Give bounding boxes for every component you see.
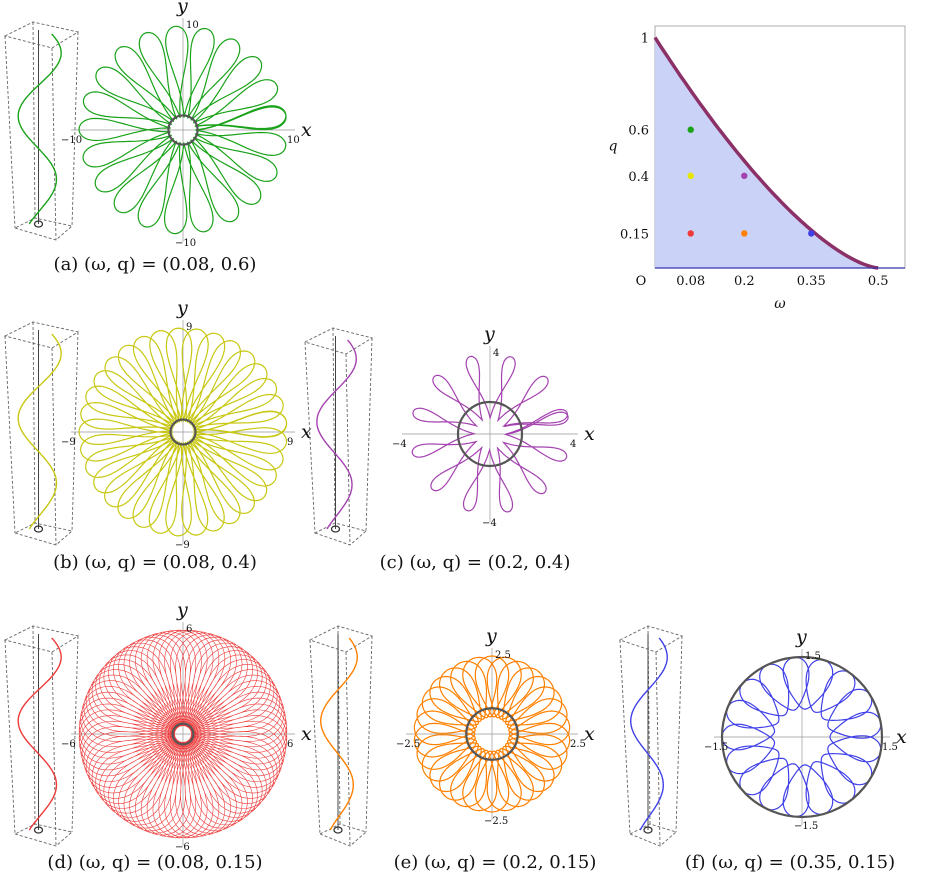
tick-x-positive: 10 — [287, 135, 300, 146]
panel-b: 9−9−9 9 xy(b) (ω, q) = (0.08, 0.4) — [3, 297, 312, 573]
trajectory-3d-curve — [319, 637, 358, 831]
tick-x-positive: 9 — [287, 437, 293, 448]
trajectory-3d-box — [3, 625, 80, 847]
y-tick-label: 0.6 — [628, 124, 649, 139]
y-axis-title: q — [609, 138, 618, 154]
orbit-curve — [78, 327, 288, 537]
parameter-point — [687, 230, 694, 237]
parameter-point — [741, 172, 748, 180]
orbit-curve — [78, 25, 287, 235]
panel-a: 10−10−10 10 xy(a) (ω, q) = (0.08, 0.6) — [3, 0, 312, 275]
x-tick-label: 0.08 — [676, 274, 705, 289]
orbit-plot: 4−4−4 4 xy — [392, 323, 595, 529]
panel-c: 4−4−4 4 xy(c) (ω, q) = (0.2, 0.4) — [303, 323, 595, 573]
panel-caption: (f) (ω, q) = (0.35, 0.15) — [685, 852, 895, 873]
parameter-point — [741, 230, 748, 237]
tick-x-positive: 2.5 — [570, 739, 586, 750]
panel-d: 6−6−6 6 xy(d) (ω, q) = (0.08, 0.15) — [3, 599, 312, 873]
trajectory-3d-box — [303, 327, 374, 546]
orbit-plot: 2.5−2.5−2.5 2.5xy — [396, 625, 595, 827]
trajectory-3d-box — [308, 625, 374, 847]
tick-y-negative: −2.5 — [484, 816, 508, 827]
tick-x-positive: 1.5 — [882, 742, 898, 753]
tick-x-positive: 6 — [287, 739, 293, 750]
orbit-plot: 6−6−6 6 xy — [61, 599, 312, 853]
tick-y-positive: 4 — [493, 348, 499, 359]
trajectory-3d-box — [618, 625, 684, 847]
orbit-curve — [413, 655, 571, 813]
orbit-plot: 10−10−10 10 xy — [61, 0, 312, 249]
parameter-point — [808, 230, 815, 237]
x-axis-label: x — [301, 119, 312, 141]
trajectory-3d-curve — [17, 637, 62, 831]
tick-y-positive: 6 — [186, 624, 192, 635]
tick-y-positive: 1.5 — [805, 651, 821, 662]
y-axis-label: y — [795, 626, 807, 648]
tick-x-negative: −9 — [61, 437, 76, 448]
horizon-ring — [456, 400, 524, 468]
trajectory-3d-curve — [17, 33, 62, 225]
tick-y-negative: −10 — [175, 238, 196, 249]
x-tick-label: 0.2 — [734, 274, 755, 289]
phase-diagram: O 0.08 0.2 0.35 0.5 0.15 0.4 0.6 1 ω q — [609, 25, 906, 312]
x-tick-label: 0.35 — [797, 274, 826, 289]
y-axis-label: y — [176, 599, 188, 621]
orbit-curve — [411, 355, 569, 513]
tick-x-positive: 4 — [570, 439, 576, 450]
y-axis-label: y — [485, 625, 497, 647]
orbit-plot: 9−9−9 9 xy — [61, 297, 312, 551]
panels-layer: 10−10−10 10 xy(a) (ω, q) = (0.08, 0.6)9−9−… — [3, 0, 907, 873]
tick-y-negative: −9 — [175, 540, 190, 551]
tick-x-negative: −1.5 — [704, 742, 728, 753]
trajectory-3d-curve — [316, 339, 358, 530]
tick-y-positive: 9 — [186, 322, 192, 333]
x-axis-label: x — [584, 423, 595, 445]
boundary-curve — [653, 36, 879, 270]
parameter-point — [687, 172, 694, 180]
x-axis-label: x — [301, 723, 312, 745]
panel-caption: (a) (ω, q) = (0.08, 0.6) — [54, 254, 257, 275]
tick-x-negative: −2.5 — [396, 739, 420, 750]
parameter-point — [687, 126, 694, 133]
x-axis-title: ω — [774, 296, 786, 312]
y-tick-label: 0.4 — [628, 170, 649, 185]
tick-y-positive: 10 — [186, 20, 199, 31]
x-axis-label: x — [584, 723, 595, 745]
panel-caption: (d) (ω, q) = (0.08, 0.15) — [47, 852, 262, 873]
trajectory-3d-box — [3, 321, 80, 546]
orbit-curve — [78, 629, 288, 839]
tick-x-negative: −4 — [392, 439, 407, 450]
tick-x-negative: −10 — [61, 135, 82, 146]
panel-e: 2.5−2.5−2.5 2.5xy(e) (ω, q) = (0.2, 0.15) — [308, 625, 597, 873]
tick-y-positive: 2.5 — [495, 650, 511, 661]
trajectory-3d-box — [3, 21, 80, 241]
horizon-ring — [171, 722, 195, 746]
y-tick-label: 1 — [641, 32, 649, 47]
horizon-ring — [465, 707, 519, 761]
tick-y-negative: −1.5 — [794, 821, 818, 832]
panel-caption: (e) (ω, q) = (0.2, 0.15) — [394, 852, 597, 873]
tick-y-negative: −6 — [175, 842, 190, 853]
horizon-ring — [720, 655, 884, 819]
orbit-plot: 1.5−1.5−1.5 1.5xy — [704, 626, 907, 832]
x-axis-label: x — [896, 726, 907, 748]
tick-x-negative: −6 — [61, 739, 76, 750]
horizon-ring — [169, 418, 197, 446]
tick-y-negative: −4 — [482, 518, 497, 529]
x-tick-label: O — [636, 274, 647, 289]
panel-caption: (c) (ω, q) = (0.2, 0.4) — [380, 552, 571, 573]
y-axis-label: y — [176, 297, 188, 319]
horizon-ring — [167, 114, 199, 146]
y-axis-label: y — [483, 323, 495, 345]
trajectory-3d-curve — [17, 333, 62, 530]
trajectory-3d-curve — [629, 637, 668, 831]
x-axis-label: x — [301, 421, 312, 443]
y-tick-label: 0.15 — [620, 227, 649, 242]
y-axis-label: y — [176, 0, 188, 17]
panel-caption: (b) (ω, q) = (0.08, 0.4) — [53, 552, 257, 573]
allowed-region — [655, 37, 879, 268]
x-tick-label: 0.5 — [868, 274, 889, 289]
panel-f: 1.5−1.5−1.5 1.5xy(f) (ω, q) = (0.35, 0.15… — [618, 625, 907, 873]
